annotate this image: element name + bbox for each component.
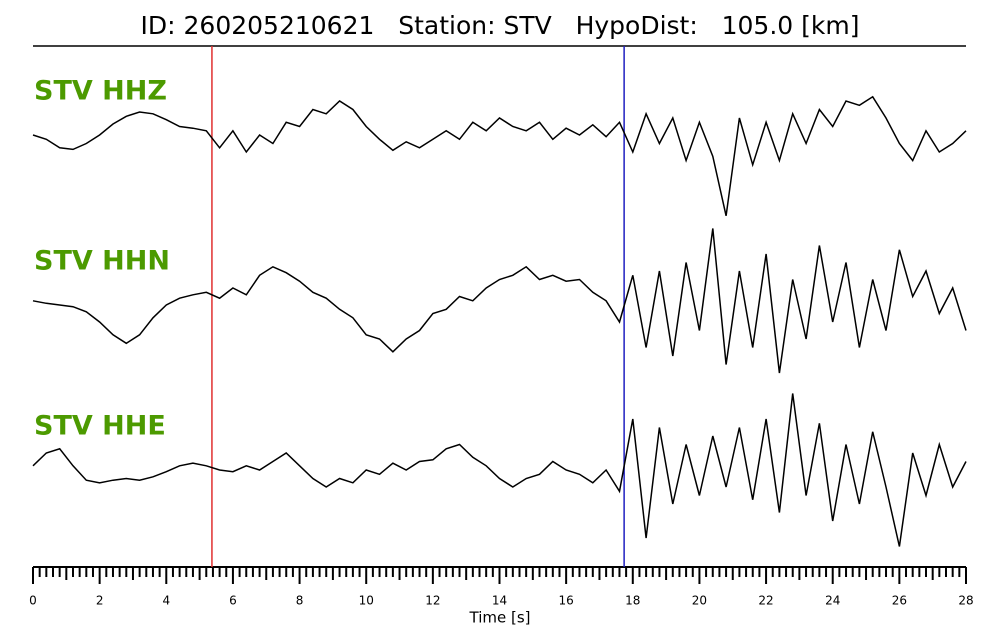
waveform — [32, 95, 967, 216]
x-tick-label: 20 — [692, 594, 707, 608]
x-tick-label: 26 — [892, 594, 907, 608]
waveform — [32, 393, 967, 547]
x-tick-label: 16 — [559, 594, 574, 608]
x-axis-label: Time [s] — [469, 609, 531, 627]
chart-title: ID: 260205210621 Station: STV HypoDist: … — [141, 11, 860, 40]
x-tick-label: 4 — [162, 594, 170, 608]
x-tick-label: 18 — [625, 594, 640, 608]
x-tick-label: 10 — [359, 594, 374, 608]
trace-label: STV HHZ — [34, 76, 167, 107]
x-tick-label: 14 — [492, 594, 507, 608]
x-tick-label: 28 — [958, 594, 973, 608]
x-tick-label: 8 — [296, 594, 304, 608]
waveform — [32, 228, 967, 374]
x-tick-label: 6 — [229, 594, 237, 608]
x-tick-label: 12 — [425, 594, 440, 608]
x-tick-label: 2 — [96, 594, 104, 608]
trace-label: STV HHE — [34, 411, 166, 442]
trace-label: STV HHN — [34, 246, 170, 277]
x-tick-label: 22 — [758, 594, 773, 608]
x-tick-label: 0 — [29, 594, 37, 608]
x-tick-label: 24 — [825, 594, 840, 608]
